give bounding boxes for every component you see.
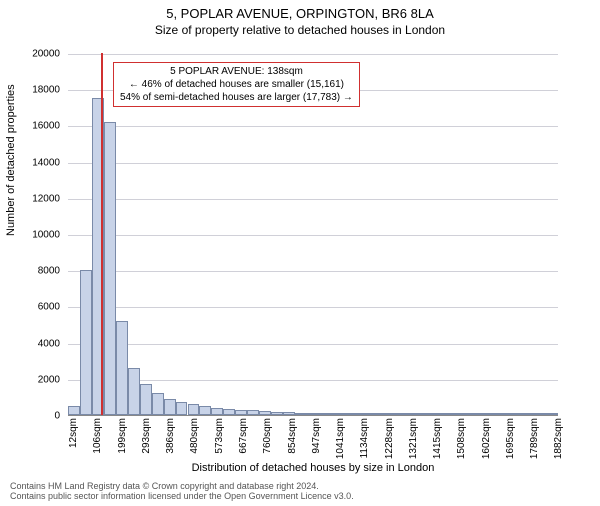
gridline bbox=[68, 380, 558, 381]
gridline bbox=[68, 235, 558, 236]
histogram-bar bbox=[391, 413, 403, 415]
histogram-bar bbox=[474, 413, 486, 415]
annotation-line1: 5 POPLAR AVENUE: 138sqm bbox=[120, 65, 353, 78]
x-tick-label: 1882sqm bbox=[553, 418, 564, 468]
gridline bbox=[68, 344, 558, 345]
y-tick-label: 2000 bbox=[20, 374, 60, 385]
histogram-bar bbox=[522, 413, 534, 415]
y-tick-label: 14000 bbox=[20, 157, 60, 168]
histogram-bar bbox=[104, 122, 116, 415]
marker-line bbox=[101, 53, 103, 415]
histogram-bar bbox=[307, 413, 319, 415]
gridline bbox=[68, 126, 558, 127]
gridline bbox=[68, 307, 558, 308]
x-tick-label: 1134sqm bbox=[359, 418, 370, 468]
histogram-bar bbox=[140, 384, 152, 415]
histogram-bar bbox=[247, 410, 259, 415]
x-tick-label: 293sqm bbox=[141, 418, 152, 468]
x-tick-label: 1789sqm bbox=[529, 418, 540, 468]
histogram-bar bbox=[128, 368, 140, 415]
histogram-bar bbox=[271, 412, 283, 415]
histogram-bar bbox=[546, 413, 558, 415]
histogram-bar bbox=[152, 393, 164, 415]
histogram-bar bbox=[450, 413, 462, 415]
x-tick-label: 1602sqm bbox=[481, 418, 492, 468]
x-tick-label: 1695sqm bbox=[505, 418, 516, 468]
histogram-bar bbox=[403, 413, 415, 415]
y-tick-label: 10000 bbox=[20, 230, 60, 241]
y-tick-label: 6000 bbox=[20, 302, 60, 313]
histogram-bar bbox=[355, 413, 367, 415]
histogram-bar bbox=[295, 413, 307, 415]
x-tick-label: 1041sqm bbox=[335, 418, 346, 468]
x-tick-label: 480sqm bbox=[189, 418, 200, 468]
histogram-bar bbox=[534, 413, 546, 415]
y-tick-label: 18000 bbox=[20, 85, 60, 96]
histogram-bar bbox=[331, 413, 343, 415]
histogram-bar bbox=[235, 410, 247, 415]
gridline bbox=[68, 54, 558, 55]
histogram-bar bbox=[223, 409, 235, 415]
histogram-bar bbox=[343, 413, 355, 415]
histogram-bar bbox=[379, 413, 391, 415]
x-tick-label: 1508sqm bbox=[456, 418, 467, 468]
gridline bbox=[68, 199, 558, 200]
x-tick-label: 12sqm bbox=[68, 418, 79, 468]
x-tick-label: 573sqm bbox=[214, 418, 225, 468]
histogram-bar bbox=[188, 404, 200, 415]
subtitle: Size of property relative to detached ho… bbox=[0, 23, 600, 37]
x-tick-label: 1228sqm bbox=[384, 418, 395, 468]
histogram-bar bbox=[164, 399, 176, 415]
gridline bbox=[68, 163, 558, 164]
y-tick-label: 0 bbox=[20, 411, 60, 422]
x-tick-label: 1321sqm bbox=[408, 418, 419, 468]
x-tick-label: 386sqm bbox=[165, 418, 176, 468]
histogram-bar bbox=[462, 413, 474, 415]
annotation-line3: 54% of semi-detached houses are larger (… bbox=[120, 91, 353, 104]
y-tick-label: 8000 bbox=[20, 266, 60, 277]
histogram-bar bbox=[427, 413, 439, 415]
histogram-bar bbox=[176, 402, 188, 415]
y-tick-label: 16000 bbox=[20, 121, 60, 132]
histogram-bar bbox=[68, 406, 80, 415]
x-tick-label: 106sqm bbox=[92, 418, 103, 468]
y-axis-label: Number of detached properties bbox=[5, 84, 17, 236]
histogram-bar bbox=[415, 413, 427, 415]
y-tick-label: 4000 bbox=[20, 338, 60, 349]
x-tick-label: 760sqm bbox=[262, 418, 273, 468]
address-title: 5, POPLAR AVENUE, ORPINGTON, BR6 8LA bbox=[0, 6, 600, 21]
histogram-bar bbox=[283, 412, 295, 415]
histogram-bar bbox=[259, 411, 271, 415]
x-tick-label: 854sqm bbox=[287, 418, 298, 468]
x-axis-label: Distribution of detached houses by size … bbox=[68, 462, 558, 474]
histogram-bar bbox=[498, 413, 510, 415]
plot-area bbox=[68, 54, 558, 416]
x-tick-label: 1415sqm bbox=[432, 418, 443, 468]
histogram-bar bbox=[80, 270, 92, 415]
histogram-bar bbox=[199, 406, 211, 415]
gridline bbox=[68, 271, 558, 272]
histogram-bar bbox=[486, 413, 498, 415]
histogram-bar bbox=[319, 413, 331, 415]
annotation-line2: ← 46% of detached houses are smaller (15… bbox=[120, 78, 353, 91]
x-tick-label: 667sqm bbox=[238, 418, 249, 468]
footer: Contains HM Land Registry data © Crown c… bbox=[10, 482, 354, 502]
x-tick-label: 199sqm bbox=[117, 418, 128, 468]
x-tick-label: 947sqm bbox=[311, 418, 322, 468]
y-tick-label: 12000 bbox=[20, 193, 60, 204]
footer-line2: Contains public sector information licen… bbox=[10, 492, 354, 502]
histogram-bar bbox=[116, 321, 128, 415]
y-tick-label: 20000 bbox=[20, 49, 60, 60]
histogram-bar bbox=[438, 413, 450, 415]
chart-area: 5 POPLAR AVENUE: 138sqm ← 46% of detache… bbox=[68, 54, 558, 416]
histogram-bar bbox=[211, 408, 223, 415]
histogram-bar bbox=[510, 413, 522, 415]
annotation-box: 5 POPLAR AVENUE: 138sqm ← 46% of detache… bbox=[113, 62, 360, 107]
histogram-bar bbox=[367, 413, 379, 415]
